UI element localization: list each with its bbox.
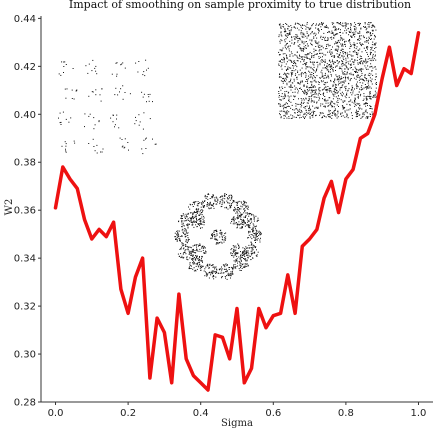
series-layer [53, 31, 421, 392]
chart-title: Impact of smoothing on sample proximity … [69, 0, 411, 11]
inset-uniform-samples [278, 22, 377, 119]
y-tick-label: 0.36 [14, 206, 36, 217]
x-axis-title: Sigma [221, 418, 253, 429]
y-tick-label: 0.40 [14, 110, 36, 121]
inset-sparse-samples [58, 59, 157, 155]
y-tick-label: 0.42 [14, 62, 36, 73]
axes-frame [40, 16, 433, 403]
series-line-w2 [53, 31, 421, 392]
y-tick-label: 0.28 [14, 398, 36, 409]
x-tick-label: 1.0 [411, 408, 427, 419]
y-tick-label: 0.32 [14, 302, 36, 313]
sample-insets [58, 22, 377, 280]
x-tick-label: 0.6 [265, 408, 281, 419]
x-tick-label: 0.2 [120, 408, 136, 419]
y-tick-label: 0.44 [14, 14, 36, 25]
y-tick-label: 0.34 [14, 254, 36, 265]
inset-hexagonal-samples [174, 193, 262, 280]
y-axis-title: W2 [4, 199, 15, 216]
y-tick-label: 0.38 [14, 158, 36, 169]
y-tick-label: 0.30 [14, 350, 36, 361]
x-tick-label: 0.8 [338, 408, 354, 419]
x-tick-label: 0.0 [48, 408, 64, 419]
x-tick-label: 0.4 [193, 408, 209, 419]
tick-layer: 0.0 0.2 0.4 0.6 0.8 1.0 0.28 0.30 0.32 0.34 0.36 0.… [14, 14, 427, 419]
